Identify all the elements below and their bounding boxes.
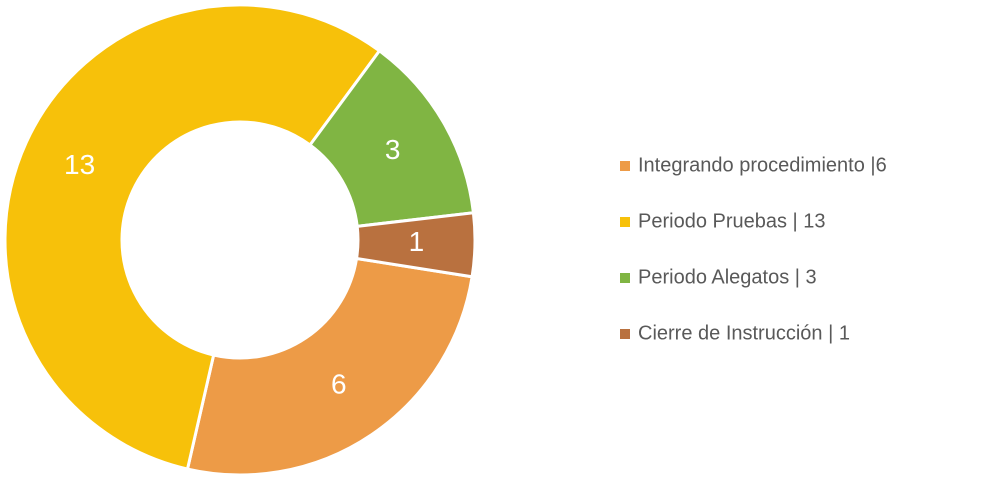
slice <box>3 3 382 471</box>
slice <box>307 48 476 228</box>
legend-swatch <box>620 329 630 339</box>
legend-text: Integrando procedimiento |6 <box>638 154 887 176</box>
slice <box>185 256 474 477</box>
legend-text: Periodo Pruebas | 13 <box>638 210 826 232</box>
legend-swatch <box>620 161 630 171</box>
slice-label: 3 <box>385 134 401 165</box>
slice-label: 6 <box>331 369 347 400</box>
legend-text: Periodo Alegatos | 3 <box>638 266 817 288</box>
legend-swatch <box>620 273 630 283</box>
slice-label: 13 <box>64 149 95 180</box>
legend-text: Cierre de Instrucción | 1 <box>638 322 850 344</box>
slice <box>354 211 477 279</box>
legend-swatch <box>620 217 630 227</box>
slice-label: 1 <box>409 226 425 257</box>
